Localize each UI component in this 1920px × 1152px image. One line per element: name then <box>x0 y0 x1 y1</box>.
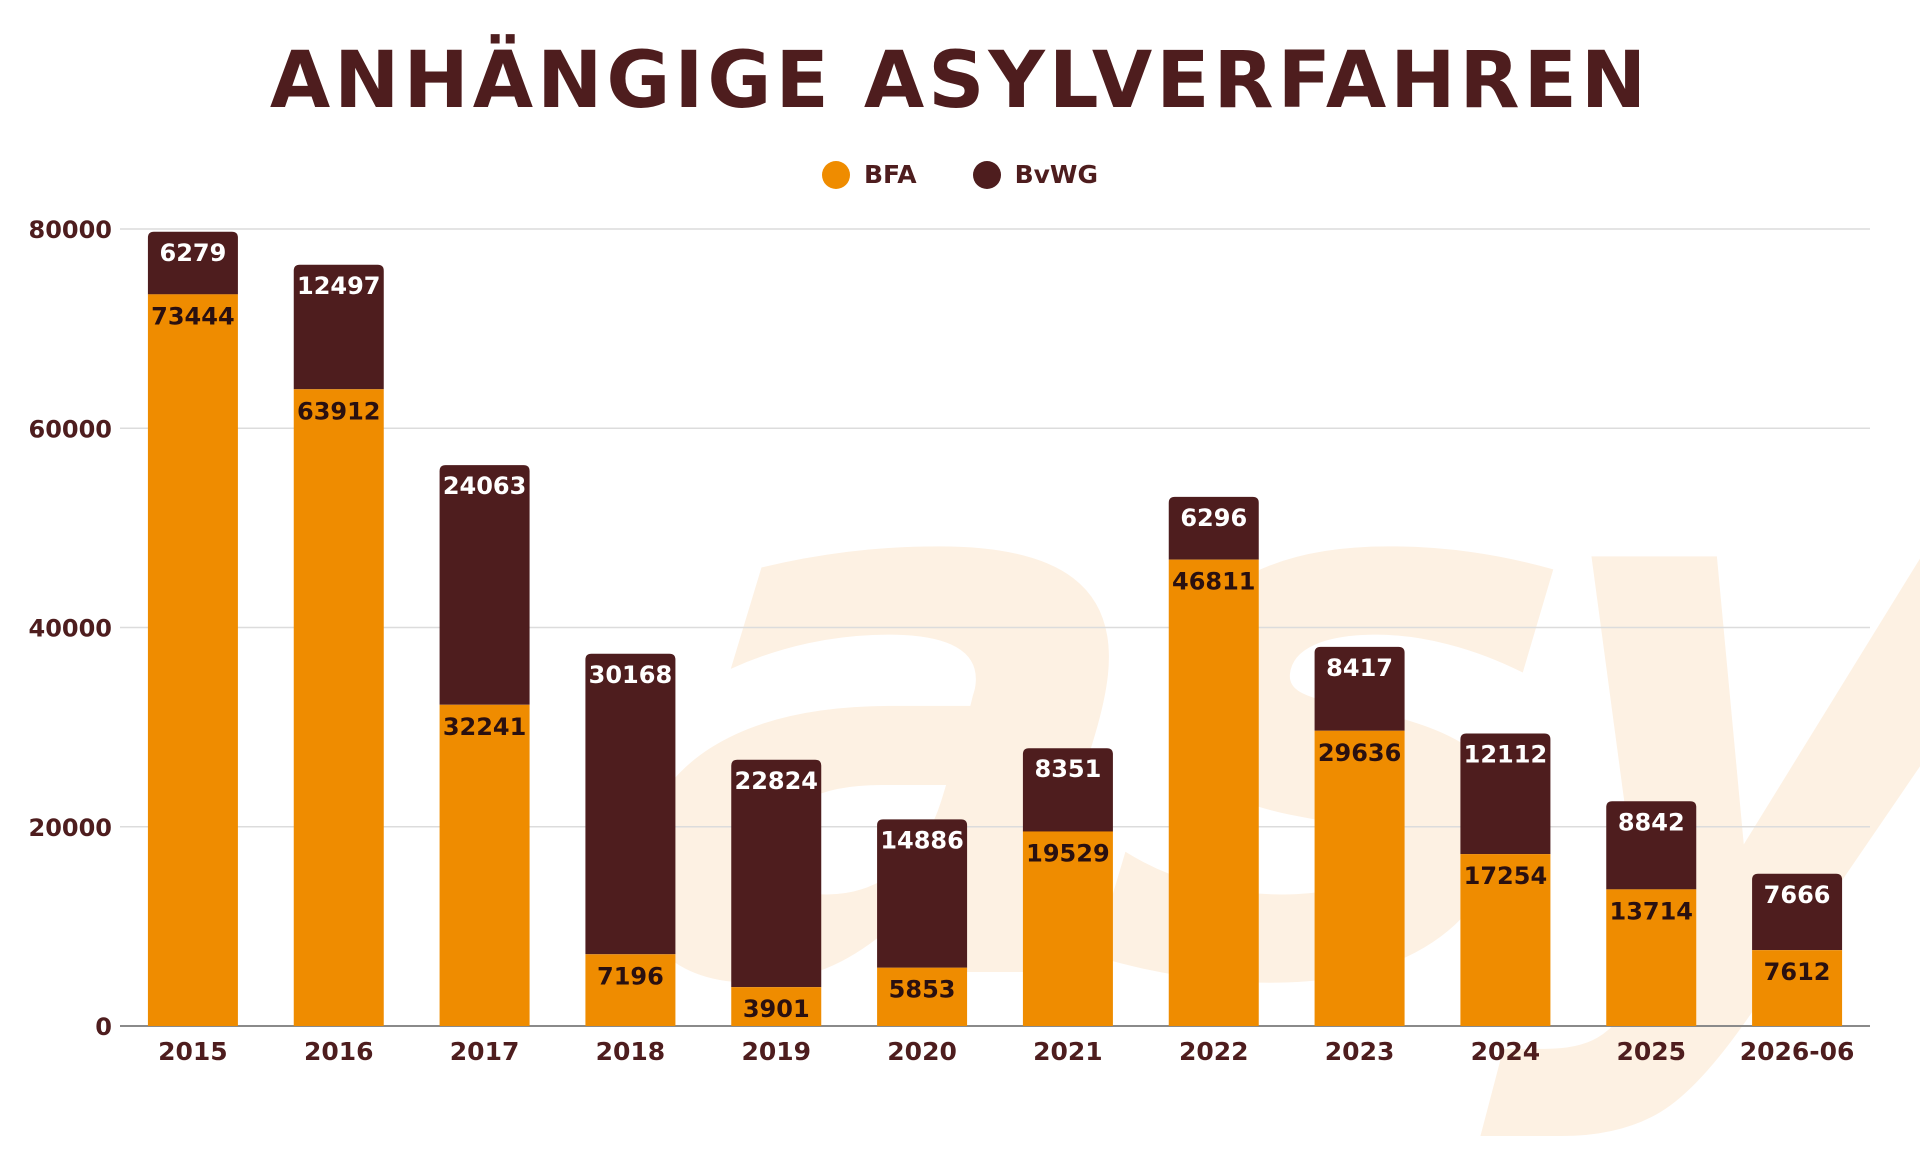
bar-bvwg-2021 <box>1022 748 1113 832</box>
x-tick-label: 2015 <box>158 1037 228 1066</box>
x-tick-label: 2016 <box>304 1037 374 1066</box>
y-tick-label: 0 <box>95 1013 112 1041</box>
bar-bfa-2025 <box>1606 889 1697 1026</box>
bar-bvwg-2018 <box>585 653 676 955</box>
legend-label-bvwg: BvWG <box>1014 160 1099 189</box>
bar-bvwg-2022 <box>1168 496 1259 560</box>
data-label-bfa: 7612 <box>1764 958 1831 986</box>
legend-item-bvwg: BvWG <box>972 160 1099 189</box>
y-tick-label: 80000 <box>29 216 113 244</box>
x-tick-label: 2022 <box>1179 1037 1249 1066</box>
y-tick-label: 40000 <box>29 615 113 643</box>
data-label-bvwg: 8351 <box>1035 755 1102 783</box>
bar-bvwg-2024 <box>1460 733 1551 855</box>
data-label-bfa: 46811 <box>1172 568 1256 596</box>
data-label-bvwg: 6296 <box>1180 504 1247 532</box>
bar-bfa-2016 <box>293 389 384 1026</box>
data-label-bfa: 17254 <box>1464 862 1548 890</box>
bar-bvwg-2025 <box>1606 801 1697 890</box>
bar-bvwg-2026-06 <box>1752 873 1843 951</box>
x-tick-label: 2021 <box>1033 1037 1103 1066</box>
data-label-bvwg: 12112 <box>1464 740 1548 768</box>
bar-bvwg-2019 <box>731 759 822 988</box>
legend-swatch-bvwg <box>972 160 1001 189</box>
bar-bfa-2024 <box>1460 854 1551 1026</box>
data-label-bvwg: 6279 <box>160 239 227 267</box>
x-tick-label: 2018 <box>596 1037 666 1066</box>
data-label-bfa: 32241 <box>443 713 527 741</box>
legend-label-bfa: BFA <box>863 160 917 189</box>
bar-bvwg-2016 <box>293 264 384 390</box>
data-label-bfa: 7196 <box>597 962 664 990</box>
bar-bfa-2023 <box>1314 730 1405 1026</box>
bar-bfa-2021 <box>1022 831 1113 1026</box>
data-label-bfa: 3901 <box>743 995 810 1023</box>
x-tick-label: 2020 <box>887 1037 957 1066</box>
data-label-bvwg: 30168 <box>589 661 673 689</box>
bar-bfa-2015 <box>147 294 238 1026</box>
data-label-bfa: 5853 <box>889 976 956 1004</box>
data-label-bfa: 13714 <box>1610 897 1694 925</box>
data-label-bfa: 29636 <box>1318 739 1402 767</box>
bar-bvwg-2015 <box>147 231 238 295</box>
bar-bfa-2026-06 <box>1752 950 1843 1026</box>
x-tick-label: 2019 <box>741 1037 811 1066</box>
chart-title: ANHÄNGIGE ASYLVERFAHREN <box>269 36 1651 126</box>
x-tick-label: 2017 <box>450 1037 520 1066</box>
bar-bfa-2018 <box>585 954 676 1026</box>
bar-bvwg-2020 <box>877 819 968 968</box>
legend-swatch-bfa <box>821 160 850 189</box>
legend: BFA BvWG <box>0 160 1920 189</box>
bar-bfa-2017 <box>439 704 530 1026</box>
data-label-bfa: 19529 <box>1026 839 1110 867</box>
bar-bvwg-2017 <box>439 465 530 705</box>
data-label-bfa: 63912 <box>297 397 381 425</box>
x-tick-label: 2023 <box>1325 1037 1395 1066</box>
data-label-bvwg: 8842 <box>1618 808 1685 836</box>
data-label-bvwg: 12497 <box>297 272 381 300</box>
x-tick-label: 2025 <box>1616 1037 1686 1066</box>
data-label-bvwg: 8417 <box>1326 654 1393 682</box>
data-label-bfa: 73444 <box>151 302 235 330</box>
data-label-bvwg: 14886 <box>880 826 964 854</box>
chart-plot: 0 20000 40000 60000 80000 6279 73444 2015 12497 6… <box>29 216 1870 1066</box>
x-tick-label: 2024 <box>1471 1037 1541 1066</box>
data-label-bvwg: 24063 <box>443 472 527 500</box>
y-tick-label: 20000 <box>29 814 113 842</box>
x-tick-label: 2026-06 <box>1740 1037 1855 1066</box>
legend-item-bfa: BFA <box>821 160 917 189</box>
bar-bvwg-2023 <box>1314 646 1405 731</box>
data-label-bvwg: 7666 <box>1764 881 1831 909</box>
y-tick-label: 60000 <box>29 415 113 443</box>
data-label-bvwg: 22824 <box>735 767 819 795</box>
bar-bfa-2019 <box>731 987 822 1026</box>
bar-bfa-2022 <box>1168 559 1259 1026</box>
bar-bfa-2020 <box>877 967 968 1026</box>
